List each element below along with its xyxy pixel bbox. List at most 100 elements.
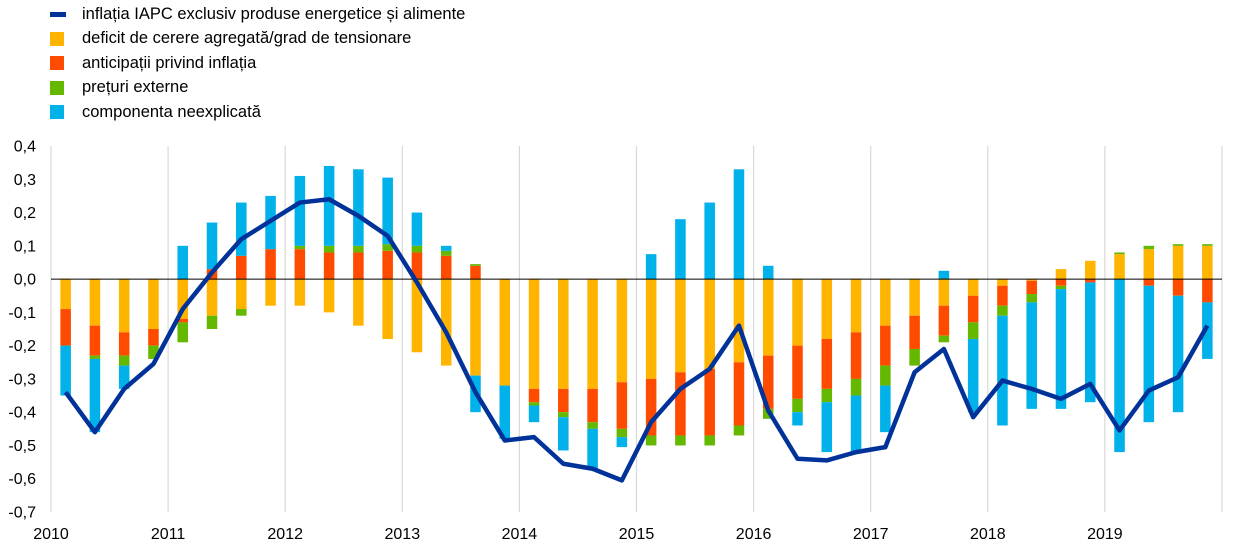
legend-swatch-inflation-expectations [50, 56, 64, 71]
bar-segment-1-7 [265, 249, 276, 280]
bar-segment-0-17 [558, 279, 569, 389]
bar-segment-3-23 [733, 169, 745, 280]
bar-segment-2-9 [323, 245, 335, 253]
bar-segment-0-19 [616, 279, 628, 383]
bar-segment-3-32 [997, 315, 1008, 426]
bar-segment-3-6 [236, 202, 247, 256]
legend: inflația IAPC exclusiv produse energetic… [50, 2, 465, 125]
bar-segment-1-17 [558, 388, 569, 413]
bar-segment-3-18 [587, 428, 598, 469]
bar-segment-1-19 [616, 382, 628, 429]
bar-segment-2-17 [558, 412, 569, 418]
y-tick-label: 0,1 [14, 238, 36, 255]
bar-segment-3-26 [821, 402, 833, 453]
x-tick-label: 2018 [970, 526, 1006, 543]
bar-segment-3-5 [206, 222, 218, 270]
bar-segment-2-31 [967, 322, 979, 339]
bar-segment-1-32 [997, 285, 1008, 306]
x-tick-label: 2016 [736, 526, 772, 543]
bar-segment-0-4 [177, 279, 189, 320]
bar-segment-3-22 [704, 202, 715, 280]
bar-segment-2-22 [704, 435, 715, 446]
bar-segment-2-26 [821, 388, 833, 403]
bar-segment-3-39 [1202, 302, 1213, 359]
bar-segment-0-11 [382, 279, 393, 339]
bar-segment-1-34 [1055, 279, 1067, 286]
legend-item-inflation-expectations: anticipații privind inflația [50, 51, 465, 76]
bar-segment-1-9 [323, 252, 335, 280]
bar-segment-0-7 [265, 279, 276, 306]
bar-segment-3-31 [967, 338, 979, 413]
y-tick-label: 0,4 [14, 139, 36, 156]
bar-segment-3-25 [792, 412, 803, 426]
bar-segment-0-27 [850, 279, 862, 333]
bar-segment-1-27 [850, 332, 862, 379]
bar-segment-2-29 [909, 348, 920, 366]
bar-segment-3-28 [880, 385, 891, 433]
x-axis: 2010 2011 2012 2013 2014 2015 2016 2017 2018 2019 [33, 526, 1123, 543]
legend-label-inflation-expectations: anticipații privind inflația [82, 53, 257, 72]
legend-swatch-core-inflation [50, 11, 66, 17]
bar-segment-2-21 [675, 435, 686, 446]
bar-segment-3-24 [762, 265, 774, 280]
x-tick-label: 2014 [502, 526, 538, 543]
bar-segment-1-39 [1202, 279, 1213, 303]
bar-segment-1-10 [353, 252, 364, 280]
bar-segment-3-9 [323, 165, 335, 246]
y-tick-label: 0,2 [14, 205, 36, 222]
bar-segment-1-12 [411, 252, 423, 280]
bar-segment-2-34 [1055, 285, 1067, 290]
y-tick-label: 0,0 [14, 272, 36, 289]
bar-segment-0-16 [528, 279, 540, 389]
bar-segment-3-15 [499, 385, 511, 439]
legend-item-core-inflation: inflația IAPC exclusiv produse energetic… [50, 2, 465, 27]
bar-segment-3-1 [89, 358, 101, 433]
bar-segment-3-8 [294, 175, 306, 246]
bar-segment-0-20 [645, 279, 657, 379]
bar-segment-2-28 [880, 365, 891, 386]
y-tick-label: -0,5 [8, 438, 36, 455]
bar-segment-2-16 [528, 402, 540, 406]
x-tick-label: 2012 [267, 526, 303, 543]
bar-segment-2-5 [206, 315, 218, 329]
bar-segment-3-16 [528, 405, 540, 423]
bar-segment-2-36 [1114, 252, 1125, 255]
bar-segment-0-14 [470, 279, 481, 376]
legend-item-demand-deficit: deficit de cerere agregată/grad de tensi… [50, 27, 465, 52]
bar-segment-2-38 [1172, 244, 1184, 246]
bar-segment-3-12 [411, 212, 423, 246]
legend-item-unexplained: componenta neexplicată [50, 100, 465, 125]
bar-segment-2-3 [148, 345, 159, 359]
bar-segment-1-11 [382, 250, 393, 280]
bar-segment-0-37 [1143, 249, 1155, 280]
bar-segment-0-35 [1084, 260, 1096, 280]
x-tick-label: 2019 [1087, 526, 1123, 543]
bar-segment-3-27 [850, 395, 862, 453]
bar-segment-3-10 [353, 169, 364, 246]
bar-segment-2-8 [294, 245, 306, 250]
bar-segment-1-0 [60, 309, 71, 346]
bar-segment-2-19 [616, 428, 628, 438]
bar-segment-0-12 [411, 279, 423, 353]
bar-segment-1-30 [938, 305, 950, 336]
bar-segment-0-18 [587, 279, 598, 389]
bar-segment-0-36 [1114, 254, 1125, 280]
bar-segment-2-1 [89, 355, 101, 359]
bar-segment-1-37 [1143, 279, 1155, 286]
y-tick-label: -0,1 [8, 305, 36, 322]
core-inflation-series-line [63, 196, 1210, 483]
bar-segment-2-27 [850, 378, 862, 396]
bar-segment-2-25 [792, 398, 803, 413]
bar-segment-2-20 [645, 435, 657, 446]
bar-segment-1-33 [1026, 280, 1037, 295]
bar-segment-3-36 [1114, 279, 1125, 453]
bar-segment-1-13 [440, 255, 452, 280]
bar-segment-1-20 [645, 378, 657, 436]
bar-segment-0-26 [821, 279, 833, 339]
y-tick-label: 0,3 [14, 172, 36, 189]
bar-segment-0-30 [938, 279, 950, 306]
bar-segment-2-6 [236, 309, 247, 316]
bar-segment-2-2 [118, 355, 130, 366]
bar-segment-1-26 [821, 338, 833, 389]
bar-segment-2-11 [382, 244, 393, 251]
